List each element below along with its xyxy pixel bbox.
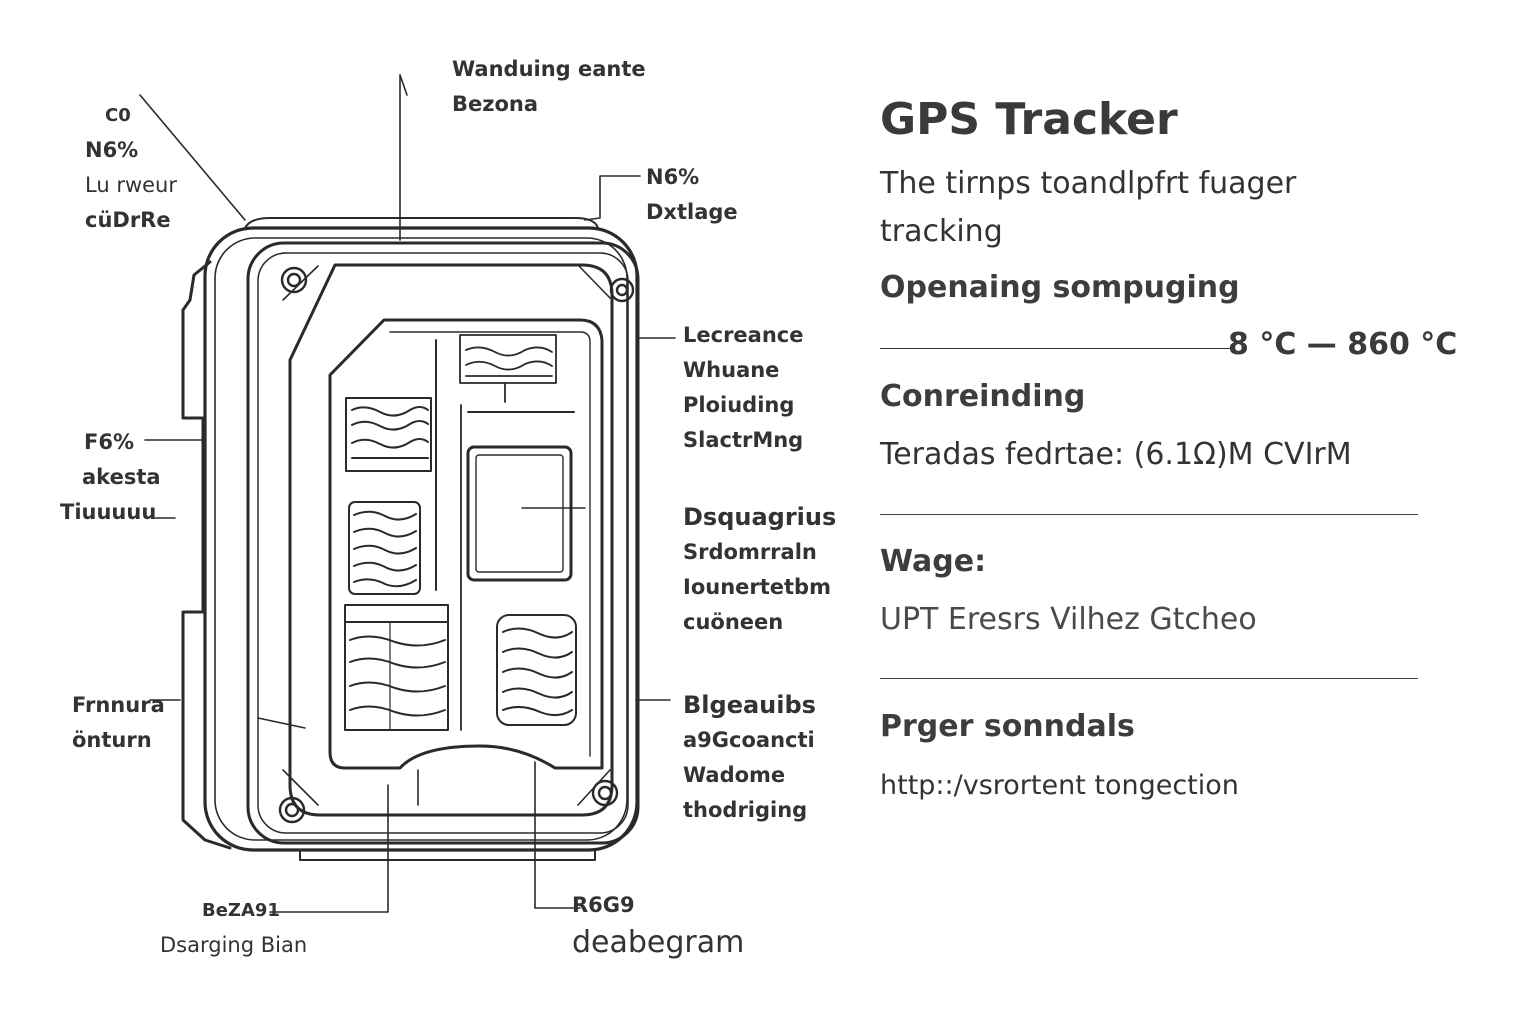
callout-bottom-right: R6G9 deabegram bbox=[572, 888, 744, 963]
callout-top-left: C0 N6% Lu rweur cüDrRe bbox=[85, 98, 177, 238]
display-window bbox=[466, 445, 586, 582]
callout-text: Dxtlage bbox=[646, 200, 738, 224]
operating-heading: Openaing sompuging bbox=[880, 270, 1240, 305]
wage-value: UPT Eresrs Vilhez Gtcheo bbox=[880, 602, 1257, 637]
conreinding-value: Teradas fedrtae: (6.1Ω)M CVIrM bbox=[880, 437, 1352, 472]
prger-heading: Prger sonndals bbox=[880, 709, 1135, 744]
operating-range-line bbox=[880, 348, 1230, 349]
callout-text: Wadome bbox=[683, 763, 786, 787]
callout-leader-lines bbox=[139, 74, 676, 913]
device-top-lip bbox=[244, 217, 599, 229]
device-bezel-inner bbox=[257, 252, 629, 834]
callout-text: SlactrMng bbox=[683, 428, 804, 452]
bevel-tr bbox=[577, 264, 611, 299]
device-diagram: C0 N6% Lu rweur cüDrRe Wanduing eante Be… bbox=[60, 52, 836, 963]
prger-value: http::/vsrortent tongection bbox=[880, 770, 1239, 801]
callout-text: Lu rweur bbox=[85, 173, 177, 197]
callout-text: Whuane bbox=[683, 358, 780, 382]
callout-text: Dsquagrius bbox=[683, 503, 837, 531]
callout-text: BeZA91 bbox=[202, 900, 280, 921]
callout-text: Lecreance bbox=[683, 323, 804, 347]
spec-panel: GPS Tracker The tirnps toandlpfrt fuager… bbox=[880, 90, 1457, 801]
device-inner-plate bbox=[288, 263, 614, 817]
operating-range-value: 8 °C — 860 °C bbox=[1228, 327, 1458, 362]
device-side-flange bbox=[181, 260, 232, 850]
callout-right-2: Dsquagrius Srdomrraln Iounertetbm cuönee… bbox=[683, 500, 836, 640]
callout-text: Bezona bbox=[452, 92, 539, 116]
callout-text: Dsarging Bian bbox=[160, 933, 308, 957]
callout-text: cüDrRe bbox=[85, 208, 171, 232]
callout-top-center: Wanduing eante Bezona bbox=[452, 52, 646, 122]
section-divider bbox=[880, 678, 1418, 679]
screw-icon-top-right bbox=[609, 277, 635, 303]
module-mid-left bbox=[348, 501, 421, 595]
callout-text: Tiuuuuu bbox=[60, 500, 157, 524]
screw-icon-top-left bbox=[280, 266, 308, 294]
callout-text: Srdomrraln bbox=[683, 540, 817, 564]
callout-left-low: Frnnura önturn bbox=[72, 688, 165, 758]
module-upper-left bbox=[345, 397, 432, 472]
callout-text: N6% bbox=[646, 165, 700, 189]
callout-text: thodriging bbox=[683, 798, 808, 822]
callout-text: C0 bbox=[105, 105, 131, 126]
callout-text: F6% bbox=[84, 430, 134, 454]
callout-text: deabegram bbox=[572, 925, 745, 960]
page-title: GPS Tracker bbox=[880, 94, 1178, 145]
wage-heading: Wage: bbox=[880, 544, 987, 579]
callout-left-mid: F6% akesta Tiuuuuu bbox=[60, 425, 161, 530]
callout-text: a9Gcoancti bbox=[683, 728, 815, 752]
device-inner-panel-edge bbox=[389, 331, 591, 757]
module-lower-right bbox=[496, 614, 577, 726]
callout-bottom-left: BeZA91 Dsarging Bian bbox=[160, 893, 307, 963]
callout-text: akesta bbox=[82, 465, 161, 489]
page-subtitle: The tirnps toandlpfrt fuager tracking bbox=[880, 166, 1297, 249]
chip-module-top bbox=[459, 334, 557, 403]
callout-text: Ploiuding bbox=[683, 393, 795, 417]
callout-text: önturn bbox=[72, 728, 152, 752]
callout-top-right: N6% Dxtlage bbox=[646, 160, 738, 230]
module-lower-left bbox=[344, 604, 449, 731]
callout-right-1: Lecreance Whuane Ploiuding SlactrMng bbox=[683, 318, 803, 458]
callout-text: cuöneen bbox=[683, 610, 784, 634]
callout-right-3: Blgeauibs a9Gcoancti Wadome thodriging bbox=[683, 688, 816, 828]
callout-text: Blgeauibs bbox=[683, 691, 816, 719]
conreinding-heading: Conreinding bbox=[880, 379, 1086, 414]
callout-text: Iounertetbm bbox=[683, 575, 831, 599]
callout-text: R6G9 bbox=[572, 893, 635, 917]
device-outer-inner-edge bbox=[214, 237, 628, 841]
section-divider bbox=[880, 514, 1418, 515]
device-inner-panel bbox=[328, 318, 604, 770]
callout-text: N6% bbox=[85, 138, 139, 162]
callout-text: Frnnura bbox=[72, 693, 165, 717]
gps-device-drawing bbox=[139, 74, 676, 913]
device-bottom-lip bbox=[299, 849, 596, 861]
device-front-bezel bbox=[246, 241, 640, 845]
callout-text: Wanduing eante bbox=[452, 57, 646, 81]
